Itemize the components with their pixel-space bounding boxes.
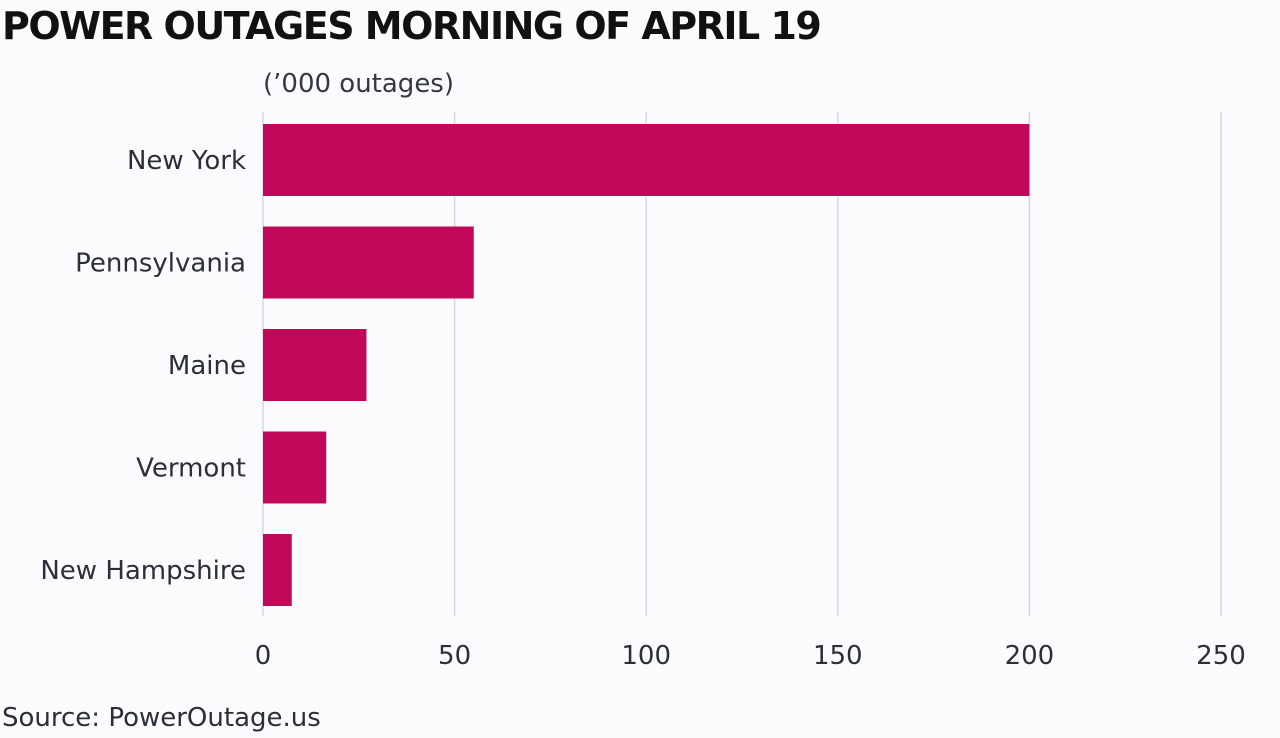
category-label-pennsylvania: Pennsylvania bbox=[75, 249, 246, 279]
category-label-new-hampshire: New Hampshire bbox=[40, 556, 246, 586]
chart-title: POWER OUTAGES MORNING OF APRIL 19 bbox=[2, 4, 822, 48]
source-note: Source: PowerOutage.us bbox=[2, 703, 321, 733]
bar-new-york bbox=[263, 124, 1030, 196]
bar-pennsylvania bbox=[263, 226, 474, 299]
category-label-new-york: New York bbox=[127, 146, 246, 176]
units-subtitle: (’000 outages) bbox=[263, 69, 454, 99]
bar-vermont bbox=[263, 431, 327, 504]
bars bbox=[263, 124, 1030, 606]
x-axis-tick-labels: 0 50 100 150 200 250 bbox=[255, 641, 1246, 671]
category-label-vermont: Vermont bbox=[136, 454, 246, 484]
x-tick-label: 150 bbox=[813, 641, 863, 671]
x-tick-label: 100 bbox=[621, 641, 671, 671]
bar-maine bbox=[263, 329, 367, 401]
x-tick-label: 200 bbox=[1005, 641, 1055, 671]
category-labels: New York Pennsylvania Maine Vermont New Hamp… bbox=[40, 146, 246, 586]
bar-new-hampshire bbox=[263, 534, 292, 606]
x-tick-label: 0 bbox=[255, 641, 272, 671]
x-tick-label: 250 bbox=[1196, 641, 1246, 671]
x-tick-label: 50 bbox=[438, 641, 471, 671]
category-label-maine: Maine bbox=[168, 351, 246, 381]
